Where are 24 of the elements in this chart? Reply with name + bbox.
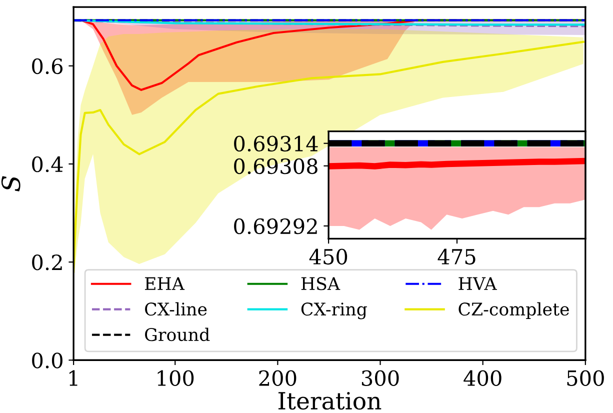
y-axis-title: S xyxy=(1,176,20,192)
y-tick-label: 0.69314 xyxy=(234,136,318,152)
legend-label: HVA xyxy=(458,277,497,290)
legend-label: CX-ring xyxy=(301,302,367,320)
legend-label: Ground xyxy=(145,328,210,342)
y-tick-label: 0.2 xyxy=(32,254,62,270)
x-tick-label: 200 xyxy=(259,370,296,386)
x-tick-label: 475 xyxy=(438,248,476,265)
y-tick-label: 0.6 xyxy=(32,58,63,74)
y-tick-label: 0.69308 xyxy=(234,158,318,174)
x-tick-label: 500 xyxy=(567,370,604,386)
y-tick-label: 0.0 xyxy=(32,352,62,368)
legend-label: CZ-complete xyxy=(458,302,569,320)
x-tick-label: 100 xyxy=(158,370,194,386)
legend-label: HSA xyxy=(301,277,340,290)
legend-label: CX-line xyxy=(145,302,207,316)
x-tick-label: 400 xyxy=(464,370,502,386)
legend-label: EHA xyxy=(145,277,185,290)
x-axis-title: Iteration xyxy=(278,392,382,410)
y-tick-label: 0.69292 xyxy=(234,218,317,234)
x-tick-label: 450 xyxy=(309,248,348,265)
x-tick-label: 300 xyxy=(362,370,399,386)
x-tick-label: 1 xyxy=(69,370,78,386)
y-tick-label: 0.4 xyxy=(32,156,63,172)
